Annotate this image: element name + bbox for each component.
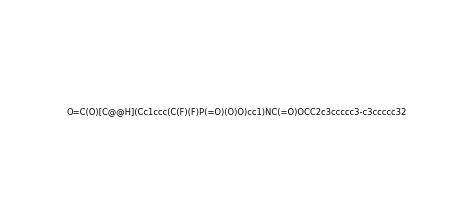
Text: O=C(O)[C@@H](Cc1ccc(C(F)(F)P(=O)(O)O)cc1)NC(=O)OCC2c3ccccc3-c3ccccc32: O=C(O)[C@@H](Cc1ccc(C(F)(F)P(=O)(O)O)cc1… (66, 108, 407, 116)
